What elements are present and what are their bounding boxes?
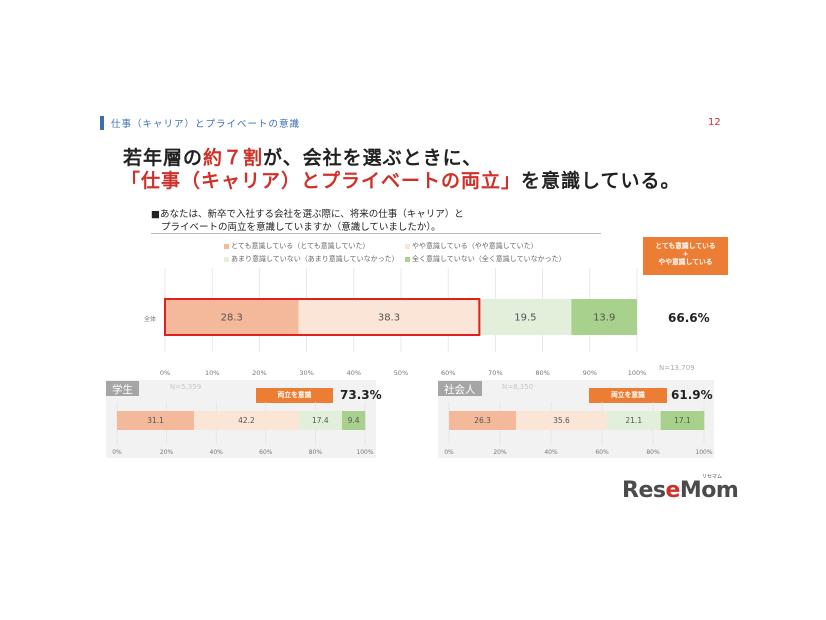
worker-tick-label: 60%: [595, 449, 609, 456]
legend-label: あまり意識していない（あまり意識していなかった）: [231, 255, 399, 263]
legend-label: やや意識している（やや意識していた）: [412, 242, 538, 250]
legend-label: 全く意識していない（全く意識していなかった）: [412, 255, 566, 263]
page-number: 12: [708, 117, 721, 128]
overall-tick-label: 40%: [347, 369, 361, 377]
headline-emphasis: 約７割: [203, 147, 264, 169]
highlight-outline: [164, 298, 481, 336]
student-tick-label: 100%: [356, 449, 373, 456]
overall-tick-label: 70%: [488, 369, 502, 377]
legend-swatch: [405, 256, 410, 262]
callout-plus: +: [682, 250, 689, 258]
overall-stacked-bar-chart: 0% 10% 20% 30% 40% 50% 60% 70% 80% 90% 100% 28.3 38.…: [160, 268, 647, 377]
worker-sample-size: N=8,350: [502, 383, 534, 391]
headline-emphasis: 「仕事（キャリア）とプライベートの両立」: [121, 170, 522, 192]
student-tick-label: 40%: [210, 449, 224, 456]
logo-text: Res: [622, 478, 666, 503]
headline-text: が、会社を選ぶときに、: [263, 147, 483, 169]
headline-text: を意識: [521, 170, 582, 192]
student-bar-segment: [194, 411, 299, 430]
overall-data-label: 28.3: [221, 313, 243, 324]
overall-bar-segment: [298, 299, 480, 335]
section-accent-bar: [100, 116, 104, 130]
callout-line: やや意識している: [658, 258, 713, 266]
worker-data-label: 21.1: [625, 416, 642, 425]
overall-tick-label: 90%: [583, 369, 597, 377]
student-tick-label: 20%: [160, 449, 174, 456]
total-callout: とても意識している + やや意識している: [643, 237, 728, 275]
overall-tick-label: 60%: [441, 369, 455, 377]
worker-data-label: 17.1: [674, 416, 691, 425]
overall-bar-segment: [165, 299, 299, 335]
student-total-percent: 73.3%: [340, 388, 382, 402]
worker-tick-label: 80%: [646, 449, 660, 456]
logo-ruby: リセマム: [702, 474, 723, 480]
student-data-label: 9.4: [348, 416, 360, 425]
student-tick-label: 0%: [112, 449, 122, 456]
student-data-label: 31.1: [147, 416, 164, 425]
worker-tick-label: 40%: [544, 449, 558, 456]
overall-tick-label: 30%: [299, 369, 313, 377]
worker-bar-segment: [516, 411, 607, 430]
segment-stacked-bar-charts: 0% 20% 40% 60% 80% 100% 31.1 42.2 17.4 9.4 0% 20% 40…: [112, 402, 713, 456]
overall-tick-label: 20%: [252, 369, 266, 377]
overall-sample-size: N=13,709: [659, 364, 695, 372]
section-label: 仕事（キャリア）とプライベートの意識: [111, 119, 301, 130]
student-bar-segment: [117, 411, 195, 430]
headline-line-2: 「仕事（キャリア）とプライベートの両立」を意識している。: [121, 166, 680, 193]
overall-tick-label: 80%: [535, 369, 549, 377]
overall-data-label: 19.5: [514, 313, 536, 324]
resemom-logo: ReseMom: [622, 478, 739, 503]
worker-bar-segment: [660, 411, 705, 430]
headline-text: 若年層の: [123, 147, 204, 169]
student-bar-segment: [298, 411, 342, 430]
student-tick-label: 60%: [259, 449, 273, 456]
legend-item: 全く意識していない（全く意識していなかった）: [405, 254, 566, 264]
legend-swatch: [405, 243, 410, 249]
overall-bar-segment: [571, 299, 637, 335]
worker-tick-label: 100%: [695, 449, 712, 456]
headline-line-1: 若年層の約７割が、会社を選ぶときに、: [123, 143, 482, 170]
overall-data-label: 38.3: [378, 313, 400, 324]
student-data-label: 17.4: [312, 416, 329, 425]
legend-item: あまり意識していない（あまり意識していなかった）: [224, 254, 399, 264]
worker-bar-segment: [449, 411, 517, 430]
question-line-1: ■あなたは、新卒で入社する会社を選ぶ際に、将来の仕事（キャリア）と: [151, 209, 464, 220]
worker-total-percent: 61.9%: [671, 388, 713, 402]
overall-tick-label: 0%: [160, 369, 170, 377]
headline-text: している。: [581, 170, 681, 192]
student-tick-label: 80%: [309, 449, 323, 456]
student-data-label: 42.2: [238, 416, 255, 425]
legend-item: とても意識している（とても意識していた）: [224, 241, 369, 251]
logo-accent: e: [665, 478, 680, 503]
legend-label: とても意識している（とても意識していた）: [231, 242, 370, 250]
worker-badge: 両立を意識: [589, 388, 667, 403]
legend-swatch: [224, 243, 229, 249]
worker-data-label: 26.3: [474, 416, 491, 425]
student-badge: 両立を意識: [256, 388, 333, 403]
callout-line: とても意識している: [655, 242, 716, 250]
overall-total-percent: 66.6%: [668, 311, 710, 325]
overall-tick-label: 100%: [628, 369, 647, 377]
row-label-overall: 全体: [144, 316, 157, 323]
logo-text: Mom: [679, 478, 739, 503]
worker-data-label: 35.6: [553, 416, 570, 425]
worker-tick-label: 0%: [444, 449, 454, 456]
overall-bar-segment: [479, 299, 572, 335]
overall-data-label: 13.9: [593, 313, 615, 324]
legend-item: やや意識している（やや意識していた）: [405, 241, 538, 251]
question-line-2: プライベートの両立を意識していますか（意識していましたか）。: [161, 222, 441, 233]
student-panel-tag: 学生: [106, 381, 139, 396]
overall-tick-label: 10%: [205, 369, 219, 377]
student-sample-size: N=5,359: [170, 383, 202, 391]
worker-tick-label: 20%: [493, 449, 507, 456]
student-bar-segment: [341, 411, 366, 430]
worker-bar-segment: [606, 411, 661, 430]
legend-swatch: [224, 256, 229, 262]
overall-tick-label: 50%: [394, 369, 408, 377]
question-divider: [151, 233, 601, 234]
worker-panel-tag: 社会人: [438, 381, 482, 396]
